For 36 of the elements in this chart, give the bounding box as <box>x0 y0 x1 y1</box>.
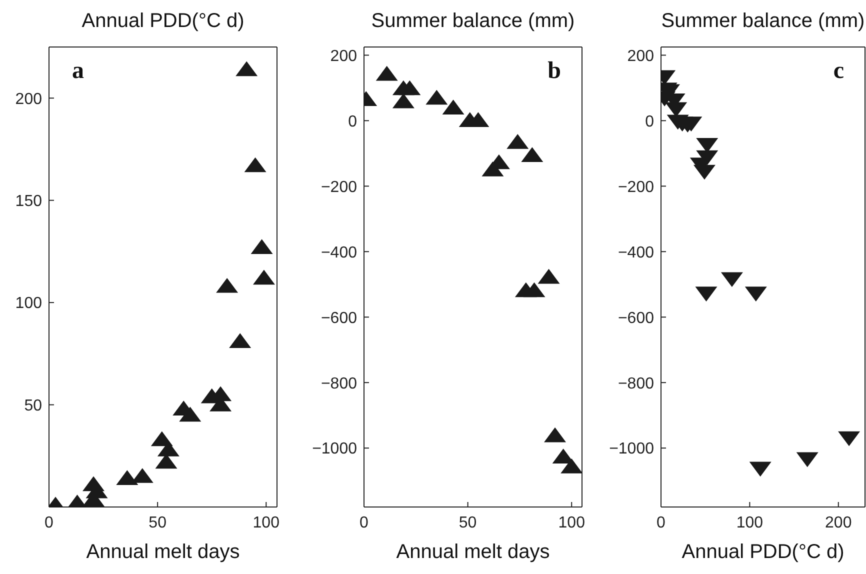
x-tick-label: 100 <box>736 514 764 532</box>
annotation: c <box>833 58 844 85</box>
y-tick-label: −800 <box>618 375 654 392</box>
y-tick-label: 200 <box>330 48 358 65</box>
y-tick-label: −400 <box>320 244 358 262</box>
x-tick-label: 200 <box>825 514 852 532</box>
x-axis-title: Annual melt days <box>396 541 550 563</box>
x-axis-title: Annual PDD(°C d) <box>682 541 844 563</box>
x-tick-label: 0 <box>360 514 369 532</box>
y-axis-title: Summer balance (mm) <box>661 10 865 33</box>
y-axis-title: Summer balance (mm) <box>371 10 575 33</box>
x-tick-label: 0 <box>656 514 666 532</box>
y-tick-label: 200 <box>15 90 42 108</box>
y-tick-label: 100 <box>15 295 42 312</box>
x-axis-title: Annual melt days <box>86 541 240 563</box>
x-tick-label: 100 <box>252 514 280 532</box>
y-tick-label: 0 <box>645 113 654 130</box>
x-tick-label: 50 <box>148 514 167 532</box>
y-tick-label: −600 <box>618 310 654 327</box>
y-axis-title: Annual PDD(°C d) <box>82 10 244 33</box>
y-tick-label: −800 <box>320 375 358 392</box>
y-tick-label: −1000 <box>312 440 358 458</box>
y-tick-label: 50 <box>24 397 42 414</box>
annotation: b <box>548 58 561 85</box>
y-tick-label: 0 <box>348 113 358 130</box>
y-tick-label: −200 <box>618 178 654 196</box>
y-tick-label: −1000 <box>609 440 654 458</box>
y-tick-label: −200 <box>320 178 358 196</box>
y-tick-label: 200 <box>627 48 654 65</box>
x-tick-label: 50 <box>458 514 477 532</box>
x-tick-label: 100 <box>558 514 586 532</box>
y-tick-label: −400 <box>618 244 654 262</box>
annotation: a <box>72 58 84 85</box>
y-tick-label: 150 <box>15 193 42 210</box>
x-tick-label: 0 <box>44 514 54 532</box>
y-tick-label: −600 <box>320 310 358 327</box>
